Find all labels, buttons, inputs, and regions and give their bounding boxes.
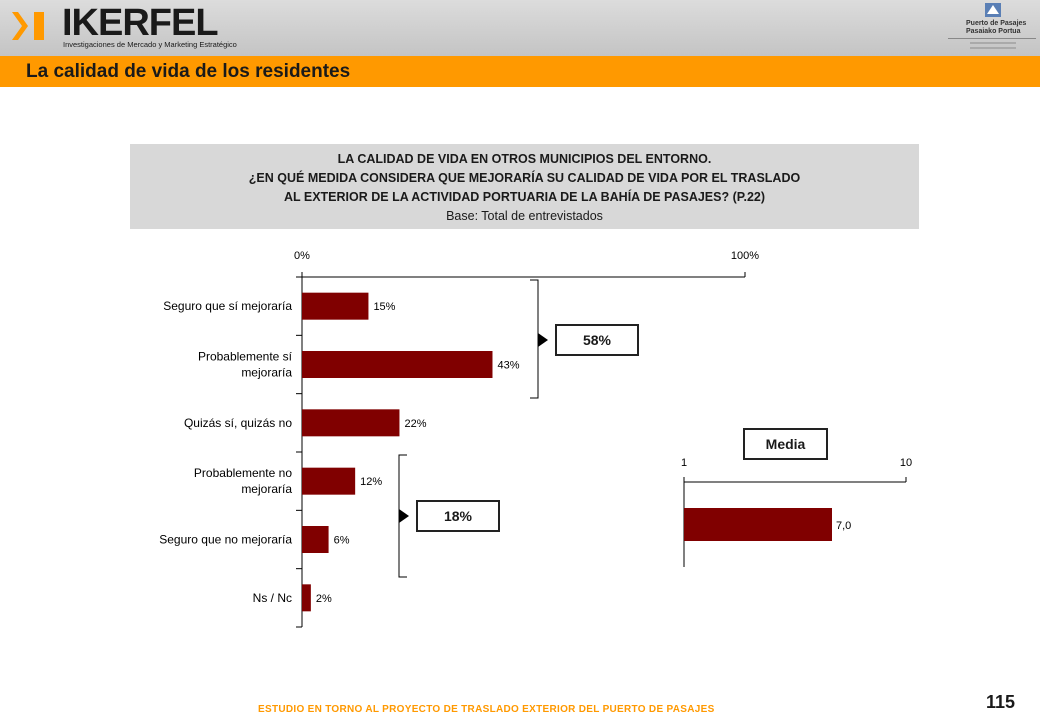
partner-fineprint bbox=[970, 47, 1016, 49]
question-box: LA CALIDAD DE VIDA EN OTROS MUNICIPIOS D… bbox=[130, 144, 919, 229]
bar-value-label: 2% bbox=[316, 593, 332, 605]
category-label: mejoraría bbox=[241, 482, 292, 496]
partner-divider bbox=[948, 38, 1036, 39]
mean-value-label: 7,0 bbox=[836, 520, 851, 532]
x-tick-label: 100% bbox=[731, 250, 759, 262]
positive-total-badge: 58% bbox=[555, 324, 639, 356]
category-label: Probablemente sí bbox=[198, 350, 293, 364]
bar bbox=[302, 526, 329, 553]
media-badge: Media bbox=[743, 428, 828, 460]
page-number: 115 bbox=[986, 692, 1016, 712]
bar bbox=[302, 409, 400, 437]
category-label: Seguro que no mejoraría bbox=[159, 533, 292, 547]
bar bbox=[302, 584, 311, 612]
category-label: Quizás sí, quizás no bbox=[184, 416, 292, 430]
bar-value-label: 22% bbox=[404, 418, 426, 430]
bar bbox=[302, 467, 356, 495]
question-line: LA CALIDAD DE VIDA EN OTROS MUNICIPIOS D… bbox=[337, 152, 712, 166]
bar-value-label: 12% bbox=[360, 476, 382, 488]
header: IKERFEL Investigaciones de Mercado y Mar… bbox=[0, 0, 1040, 56]
category-label: mejoraría bbox=[241, 366, 292, 380]
brand-name: IKERFEL bbox=[62, 2, 219, 44]
bar-value-label: 43% bbox=[497, 360, 519, 372]
category-label: Ns / Nc bbox=[253, 591, 292, 605]
question-base: Base: Total de entrevistados bbox=[446, 209, 603, 223]
footer-text: ESTUDIO EN TORNO AL PROYECTO DE TRASLADO… bbox=[258, 704, 715, 715]
section-title: La calidad de vida de los residentes bbox=[26, 61, 351, 82]
negative-total-badge: 18% bbox=[416, 500, 500, 532]
partner-fineprint bbox=[970, 42, 1016, 44]
mean-tick-label: 1 bbox=[681, 457, 687, 469]
pointer-arrow-icon bbox=[538, 333, 548, 347]
bar-value-label: 6% bbox=[334, 535, 350, 547]
bar bbox=[302, 292, 369, 320]
ikerfel-logo-icon bbox=[12, 12, 44, 40]
question-line: AL EXTERIOR DE LA ACTIVIDAD PORTUARIA DE… bbox=[283, 190, 766, 204]
x-tick-label: 0% bbox=[294, 250, 310, 262]
port-logo-icon bbox=[985, 3, 1001, 17]
pointer-arrow-icon bbox=[399, 509, 409, 523]
question-line: ¿EN QUÉ MEDIDA CONSIDERA QUE MEJORARÍA S… bbox=[248, 171, 801, 185]
section-title-bar: La calidad de vida de los residentes bbox=[0, 56, 1040, 87]
partner-name-eu: Pasaiako Portua bbox=[966, 28, 1021, 35]
partner-name-es: Puerto de Pasajes bbox=[966, 20, 1027, 27]
bar-value-label: 15% bbox=[373, 301, 395, 313]
category-label: Probablemente no bbox=[194, 466, 292, 480]
group-bracket bbox=[530, 279, 539, 399]
partner-logo: Puerto de Pasajes Pasaiako Portua bbox=[948, 0, 1036, 54]
bar bbox=[302, 351, 493, 378]
brand-tagline: Investigaciones de Mercado y Marketing E… bbox=[63, 40, 237, 49]
mean-bar bbox=[684, 508, 832, 541]
category-label: Seguro que sí mejoraría bbox=[163, 299, 292, 313]
mean-tick-label: 10 bbox=[900, 457, 912, 469]
